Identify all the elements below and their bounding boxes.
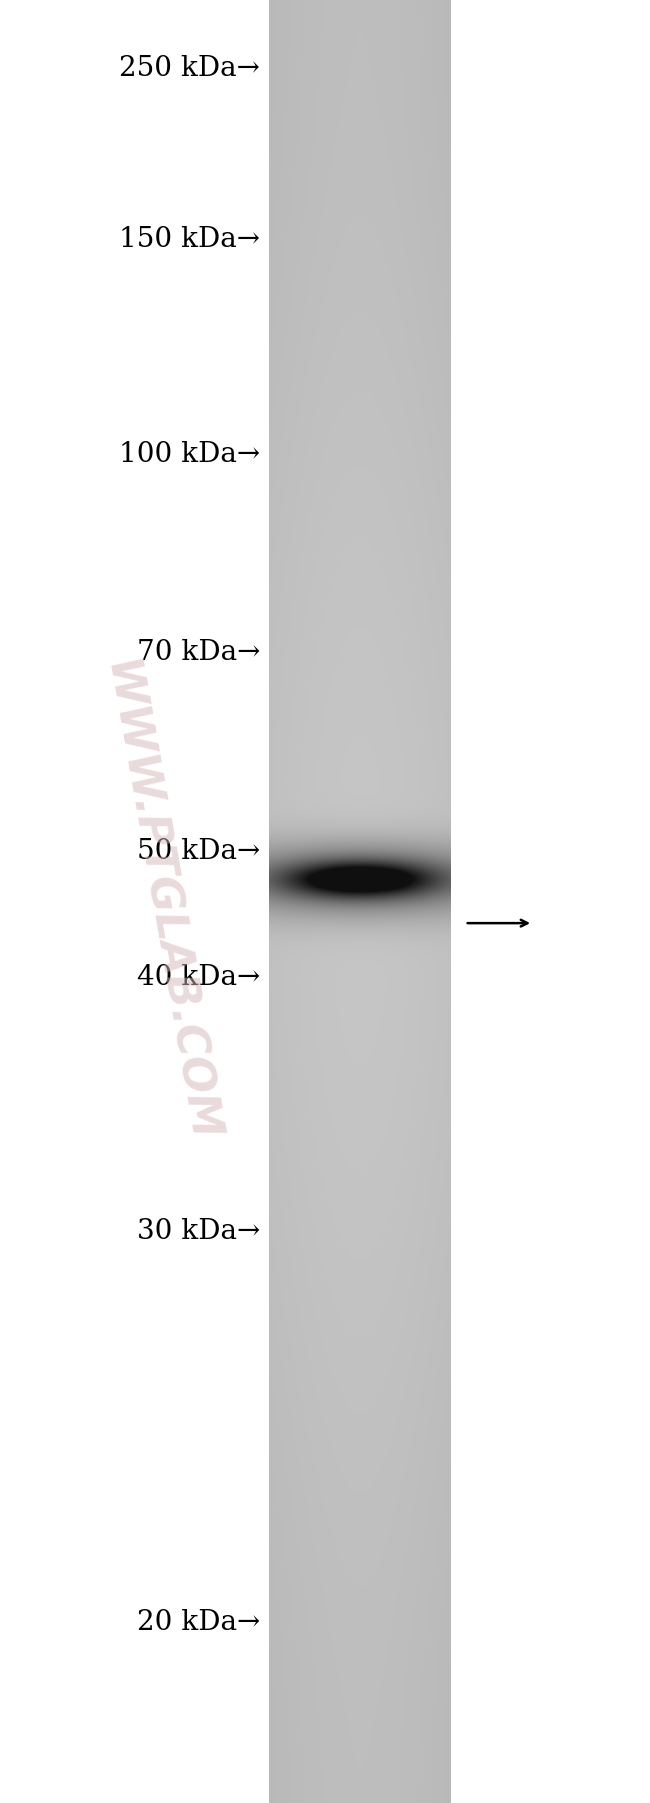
Text: 70 kDa→: 70 kDa→ — [136, 640, 260, 665]
Text: 20 kDa→: 20 kDa→ — [136, 1610, 260, 1635]
Text: 50 kDa→: 50 kDa→ — [136, 838, 260, 864]
Text: 100 kDa→: 100 kDa→ — [119, 442, 260, 467]
Text: 30 kDa→: 30 kDa→ — [136, 1219, 260, 1244]
Text: WWW.PTGLAB.COM: WWW.PTGLAB.COM — [96, 658, 223, 1145]
Text: 150 kDa→: 150 kDa→ — [119, 227, 260, 252]
Text: 250 kDa→: 250 kDa→ — [119, 56, 260, 81]
Text: 40 kDa→: 40 kDa→ — [136, 965, 260, 990]
